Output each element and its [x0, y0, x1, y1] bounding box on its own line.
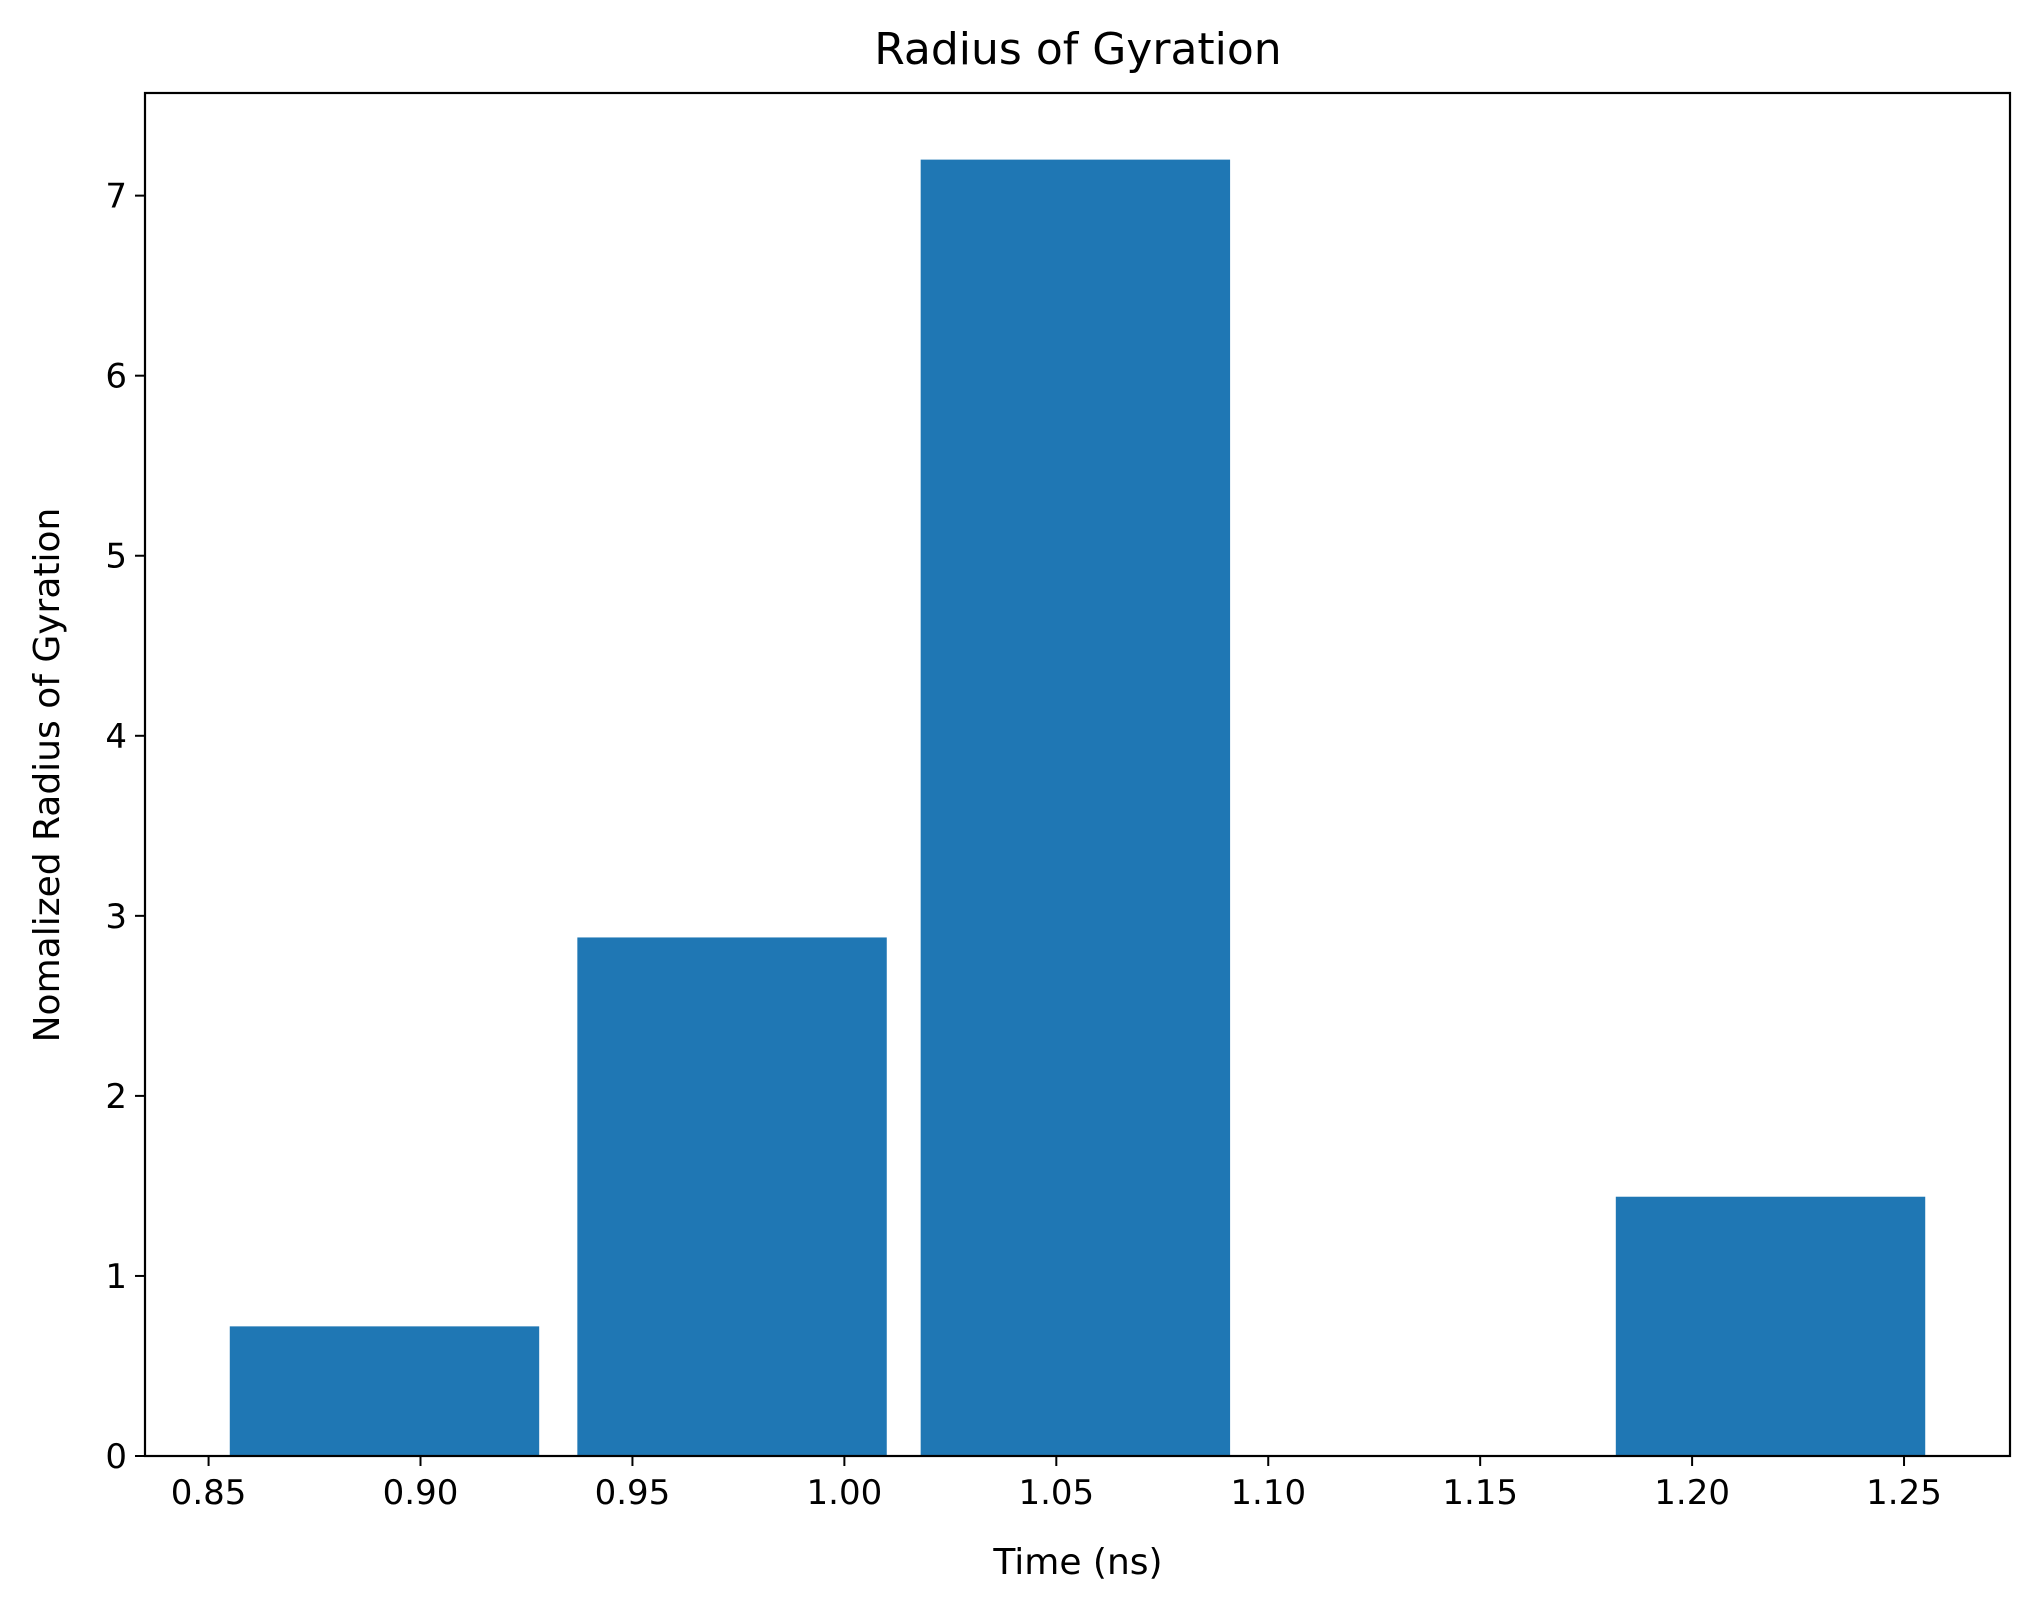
x-axis-label: Time (ns): [992, 1542, 1162, 1583]
y-tick-label: 0: [105, 1437, 127, 1477]
x-tick-label: 0.90: [383, 1473, 459, 1513]
plot-frame: [143, 91, 2012, 1458]
bar-2: [920, 159, 1231, 1457]
x-tick-label: 1.20: [1654, 1473, 1730, 1513]
y-tick-label: 4: [105, 717, 127, 757]
y-tick-label: 5: [105, 537, 127, 577]
y-tick-label: 3: [105, 897, 127, 937]
x-tick-label: 1.15: [1442, 1473, 1518, 1513]
x-tick-label: 0.95: [595, 1473, 671, 1513]
y-tick-label: 7: [105, 177, 127, 217]
bar-1: [577, 937, 887, 1456]
y-axis-label: Nomalized Radius of Gyration: [27, 508, 68, 1043]
x-tick-label: 1.25: [1866, 1473, 1942, 1513]
y-axis-ticks: 0 1 2 3 4 5 6 7: [105, 177, 145, 1477]
bar-4: [1615, 1196, 1926, 1456]
chart-title: Radius of Gyration: [874, 24, 1281, 75]
y-tick-label: 6: [105, 357, 127, 397]
y-tick-label: 1: [105, 1257, 127, 1297]
bar-0: [229, 1326, 540, 1456]
bars-group: [229, 159, 1926, 1457]
x-tick-label: 1.10: [1230, 1473, 1306, 1513]
y-tick-label: 2: [105, 1077, 127, 1117]
x-tick-label: 0.85: [171, 1473, 247, 1513]
x-tick-label: 1.05: [1018, 1473, 1094, 1513]
x-axis-ticks: 0.85 0.90 0.95 1.00 1.05 1.10 1.15 1.20 1.25: [171, 1456, 1942, 1513]
x-tick-label: 1.00: [807, 1473, 883, 1513]
